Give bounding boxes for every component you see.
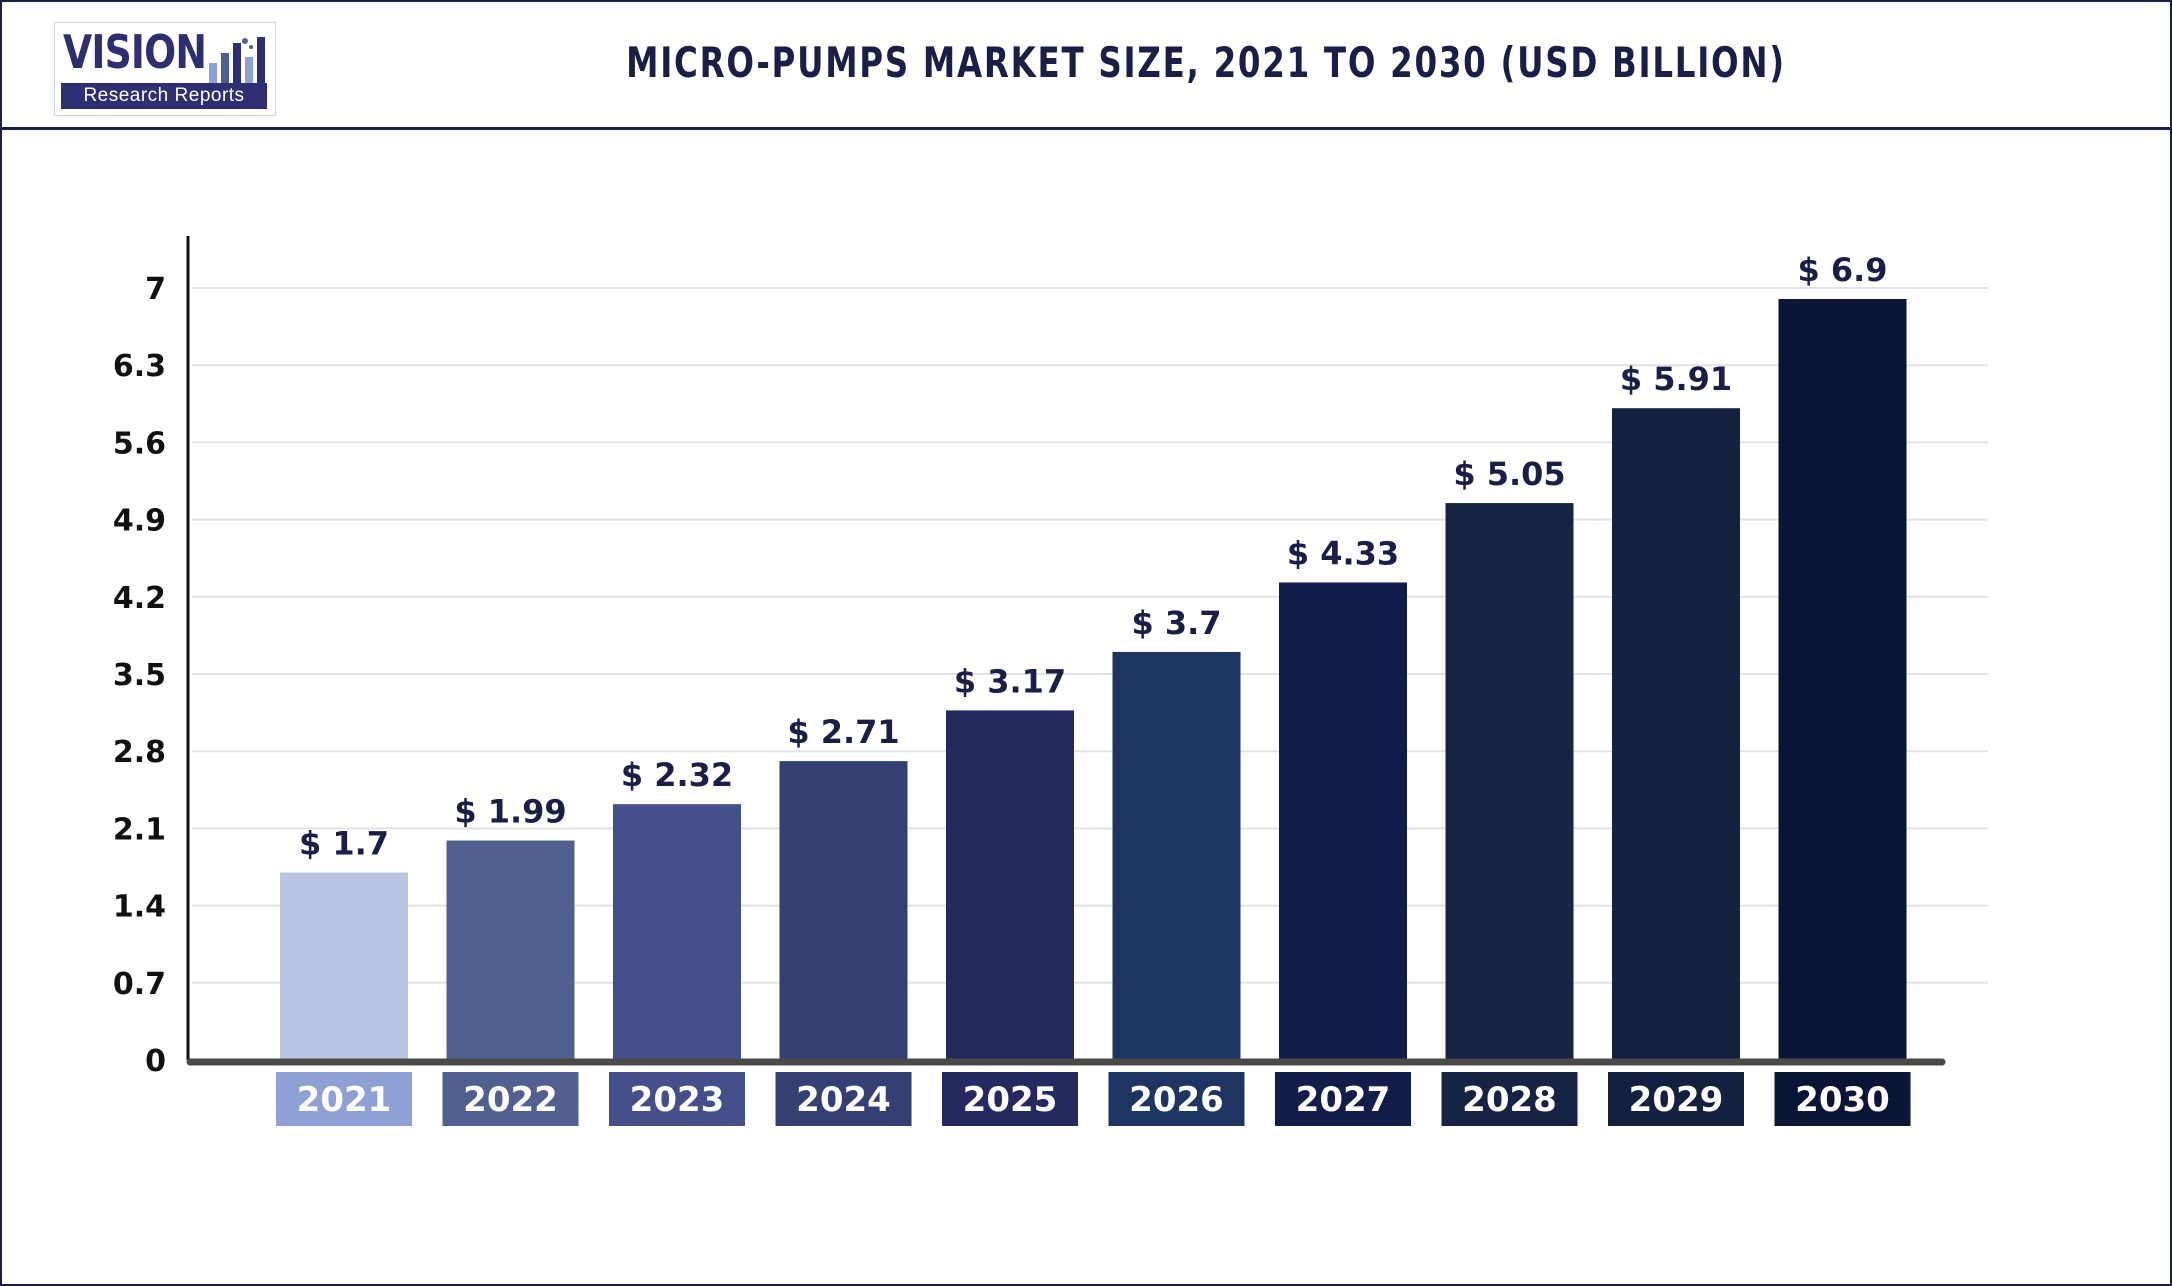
y-tick-label: 2.8 [113, 735, 166, 770]
bar-2026 [1112, 651, 1241, 1060]
value-label-2024: $ 2.71 [787, 713, 899, 751]
value-label-2023: $ 2.32 [621, 756, 733, 794]
y-tick-label: 5.6 [113, 426, 166, 461]
y-tick-label: 4.2 [113, 581, 166, 616]
category-box-2021 [276, 1072, 412, 1126]
value-label-2029: $ 5.91 [1620, 360, 1732, 398]
logo-bars-icon [209, 37, 265, 89]
y-tick-label: 7 [145, 272, 166, 307]
value-label-2027: $ 4.33 [1287, 534, 1399, 572]
value-label-2026: $ 3.7 [1131, 604, 1221, 642]
category-label-2023: 2023 [630, 1080, 725, 1120]
y-tick-label: 3.5 [113, 658, 166, 693]
value-label-2025: $ 3.17 [954, 662, 1066, 700]
category-box-2023 [609, 1072, 745, 1126]
category-label-2030: 2030 [1795, 1080, 1890, 1120]
category-label-2028: 2028 [1462, 1080, 1557, 1120]
category-box-2027 [1275, 1072, 1411, 1126]
value-label-2021: $ 1.7 [299, 825, 389, 863]
y-tick-label: 0 [145, 1044, 166, 1079]
y-tick-label: 0.7 [113, 967, 166, 1002]
value-label-2022: $ 1.99 [454, 793, 566, 831]
y-axis-ticks: 0 0.7 1.4 2.1 2.8 3.5 4.2 4.9 5.6 6.3 7 [113, 272, 166, 1079]
bar-2028 [1445, 503, 1574, 1060]
logo-wordmark: VISION [63, 25, 207, 79]
bar-2022 [446, 840, 575, 1060]
category-box-2026 [1108, 1072, 1245, 1126]
value-labels: $ 1.7 $ 1.99 $ 2.32 $ 2.71 $ 3.17 $ 3.7 $ 4.33… [299, 251, 1888, 862]
bars [280, 299, 1907, 1060]
vision-research-logo: VISION Research Reports [54, 22, 276, 116]
bar-2027 [1279, 582, 1407, 1060]
value-label-2028: $ 5.05 [1453, 455, 1565, 493]
bar-2030 [1778, 299, 1907, 1060]
category-label-2024: 2024 [796, 1080, 891, 1120]
y-tick-label: 6.3 [113, 349, 166, 384]
y-tick-label: 2.1 [113, 812, 166, 847]
category-label-2021: 2021 [297, 1080, 392, 1120]
category-box-2022 [442, 1072, 579, 1126]
category-label-2027: 2027 [1296, 1080, 1391, 1120]
value-label-2030: $ 6.9 [1797, 251, 1887, 289]
bar-2029 [1612, 408, 1740, 1060]
category-box-2030 [1774, 1072, 1911, 1126]
category-labels: 2021 2022 2023 2024 2025 2026 2027 2028 2029 2030 [276, 1072, 1911, 1126]
category-box-2029 [1608, 1072, 1744, 1126]
category-box-2028 [1441, 1072, 1578, 1126]
category-box-2024 [775, 1072, 912, 1126]
y-tick-label: 1.4 [113, 890, 166, 925]
y-tick-label: 4.9 [113, 504, 166, 539]
category-label-2029: 2029 [1629, 1080, 1724, 1120]
logo-subtitle: Research Reports [61, 83, 267, 109]
chart-title: MICRO-PUMPS MARKET SIZE, 2021 TO 2030 (U… [626, 38, 1786, 87]
category-label-2025: 2025 [963, 1080, 1058, 1120]
category-label-2022: 2022 [463, 1080, 558, 1120]
bar-2023 [613, 804, 741, 1060]
category-box-2025 [942, 1072, 1078, 1126]
bar-2024 [779, 761, 908, 1060]
bar-2021 [280, 872, 408, 1060]
header: VISION Research Reports MICRO-PUMPS MARK… [2, 2, 2170, 130]
bar-2025 [946, 710, 1074, 1060]
category-label-2026: 2026 [1129, 1080, 1224, 1120]
